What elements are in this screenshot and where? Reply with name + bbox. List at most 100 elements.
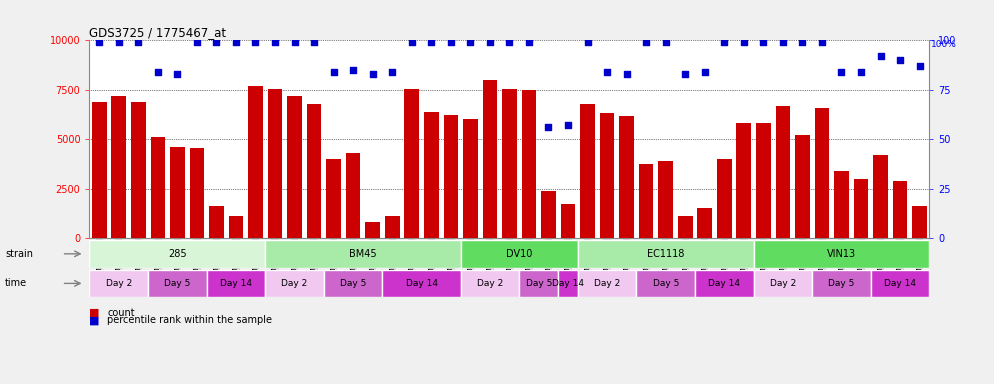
Point [443, 39, 459, 45]
Text: 100%: 100% [931, 40, 957, 49]
Point [482, 39, 498, 45]
Point [423, 39, 439, 45]
Point [150, 69, 166, 75]
Point [365, 71, 381, 77]
Bar [698, 209, 712, 238]
Text: Day 14: Day 14 [220, 279, 251, 288]
Bar [737, 123, 751, 238]
Text: Day 2: Day 2 [105, 279, 132, 288]
Text: strain: strain [5, 249, 33, 259]
Point [618, 71, 634, 77]
Bar [267, 89, 282, 238]
Point [911, 63, 927, 69]
Bar [248, 86, 262, 238]
Point [599, 69, 615, 75]
Point [501, 39, 517, 45]
Bar [265, 240, 460, 268]
Bar [893, 181, 908, 238]
Point [130, 39, 146, 45]
Bar [812, 270, 871, 297]
Bar [346, 153, 361, 238]
Bar [619, 116, 634, 238]
Point [697, 69, 713, 75]
Text: 285: 285 [168, 249, 187, 259]
Bar [599, 114, 614, 238]
Point [91, 39, 107, 45]
Point [853, 69, 869, 75]
Point [580, 39, 595, 45]
Point [169, 71, 185, 77]
Bar [463, 119, 478, 238]
Point [873, 53, 889, 59]
Bar [326, 159, 341, 238]
Text: Day 14: Day 14 [884, 279, 916, 288]
Point [814, 39, 830, 45]
Point [677, 71, 693, 77]
Text: DV10: DV10 [506, 249, 533, 259]
Point [794, 39, 810, 45]
Bar [519, 270, 559, 297]
Bar [170, 147, 185, 238]
Bar [148, 270, 207, 297]
Bar [482, 80, 497, 238]
Bar [815, 108, 829, 238]
Text: Day 5: Day 5 [652, 279, 679, 288]
Point [638, 39, 654, 45]
Bar [578, 240, 753, 268]
Point [189, 39, 205, 45]
Text: Day 5: Day 5 [526, 279, 552, 288]
Bar [324, 270, 383, 297]
Bar [150, 137, 165, 238]
Text: Day 5: Day 5 [828, 279, 855, 288]
Text: count: count [107, 308, 135, 318]
Bar [424, 111, 438, 238]
Point [736, 39, 751, 45]
Text: ■: ■ [89, 308, 100, 318]
Bar [111, 96, 126, 238]
Bar [383, 270, 460, 297]
Point [306, 39, 322, 45]
Bar [541, 190, 556, 238]
Bar [443, 116, 458, 238]
Point [755, 39, 771, 45]
Bar [912, 207, 927, 238]
Point [893, 57, 909, 63]
Bar [639, 164, 653, 238]
Point [385, 69, 401, 75]
Text: EC1118: EC1118 [647, 249, 685, 259]
Point [267, 39, 283, 45]
Point [248, 39, 263, 45]
Bar [795, 135, 810, 238]
Bar [580, 104, 594, 238]
Bar [753, 270, 812, 297]
Bar [775, 106, 790, 238]
Bar [89, 240, 265, 268]
Bar [307, 104, 321, 238]
Text: Day 5: Day 5 [164, 279, 191, 288]
Bar [385, 216, 400, 238]
Bar [636, 270, 695, 297]
Point [775, 39, 791, 45]
Bar [460, 270, 519, 297]
Bar [578, 270, 636, 297]
Text: time: time [5, 278, 27, 288]
Bar [131, 102, 145, 238]
Bar [91, 102, 106, 238]
Bar [190, 148, 204, 238]
Bar [522, 90, 537, 238]
Bar [871, 270, 929, 297]
Point [834, 69, 850, 75]
Bar [753, 240, 929, 268]
Bar [854, 179, 869, 238]
Bar [658, 161, 673, 238]
Text: Day 14: Day 14 [709, 279, 741, 288]
Point [286, 39, 302, 45]
Text: BM45: BM45 [349, 249, 377, 259]
Bar [229, 216, 244, 238]
Point [462, 39, 478, 45]
Text: Day 14: Day 14 [406, 279, 437, 288]
Point [228, 39, 244, 45]
Point [110, 39, 126, 45]
Bar [405, 89, 419, 238]
Text: GDS3725 / 1775467_at: GDS3725 / 1775467_at [89, 26, 227, 39]
